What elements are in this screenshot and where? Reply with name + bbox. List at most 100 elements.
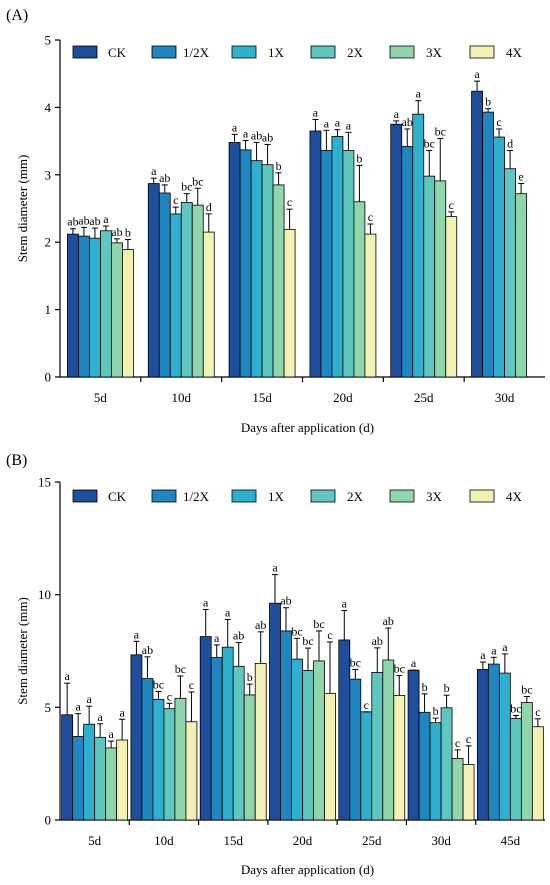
chart-b-significance-label: ab xyxy=(383,614,394,628)
chart-b-significance-label: a xyxy=(480,648,486,662)
chart-b-bar-1x-15d xyxy=(221,646,234,821)
chart-a-bar-1-2x-10d xyxy=(158,192,171,378)
chart-b-significance-label: a xyxy=(108,727,114,741)
chart-b-y-axis-title: Stem diameter (mm) xyxy=(15,597,30,705)
chart-a-significance-label: bc xyxy=(424,137,435,151)
chart-a-bar-1x-15d xyxy=(250,160,263,378)
chart-b-bar-ck-20d xyxy=(269,602,281,821)
chart-b-legend-swatch xyxy=(151,489,177,503)
chart-b-significance-label: bc xyxy=(350,655,361,669)
chart-a-significance-label: a xyxy=(346,118,352,132)
chart-b-bar-4x-10d xyxy=(185,721,198,821)
chart-b-bar-ck-15d xyxy=(199,636,212,821)
chart-a-legend-swatch xyxy=(310,45,336,59)
chart-a-significance-label: a xyxy=(335,116,341,130)
chart-a-bar-1-2x-15d xyxy=(239,149,252,378)
chart-a-legend: CK 1/2X 1X 2X 3X 4X xyxy=(72,45,523,60)
chart-a-significance-label: a xyxy=(394,107,400,121)
chart-a-bar-1x-25d xyxy=(412,113,425,378)
chart-a-significance-label: a xyxy=(324,116,330,130)
chart-b-bar-ck-45d xyxy=(476,669,489,821)
chart-b-bar-ck-30d xyxy=(407,669,420,821)
chart-b-significance-label: a xyxy=(86,692,92,706)
chart-b-bar-1x-30d xyxy=(429,722,442,821)
chart-a-significance-label: a xyxy=(474,67,480,81)
chart-b-bar-1-2x-10d xyxy=(141,678,154,821)
chart-a-x-tick-label: 30d xyxy=(495,390,515,405)
chart-a-bar-2x-15d xyxy=(261,164,274,378)
chart-a-significance-label: ab xyxy=(89,214,100,228)
chart-b-legend-label: 3X xyxy=(426,489,443,504)
chart-a-significance-label: e xyxy=(518,170,523,184)
chart-b-significance-label: a xyxy=(272,561,278,575)
chart-b-bar-1x-20d xyxy=(291,658,303,821)
chart-a-significance-label: ab xyxy=(262,130,273,144)
chart-a: (A) 0 1 2 3 4 5 Stem diameter (mm) Days after ap… xyxy=(6,7,545,435)
chart-a-x-tick-label: 5d xyxy=(94,390,108,405)
chart-a-significance-label: bc xyxy=(192,174,203,188)
chart-a-bar-3x-15d xyxy=(272,184,285,378)
chart-b-significance-label: b xyxy=(247,670,253,684)
chart-b-bar-2x-15d xyxy=(232,665,245,821)
chart-a-x-tick-label: 15d xyxy=(252,390,272,405)
chart-b-bar-3x-30d xyxy=(451,758,464,821)
chart-b-significance-label: bc xyxy=(302,634,313,648)
chart-a-significance-label: ab xyxy=(159,171,170,185)
chart-a-bar-2x-30d xyxy=(504,168,516,378)
chart-b-significance-label: a xyxy=(75,700,81,714)
chart-b-x-tick-label: 10d xyxy=(154,833,174,848)
chart-a-y-tick-label: 0 xyxy=(45,370,52,385)
chart-b-significance-label: c xyxy=(327,628,332,642)
chart-a-bar-4x-20d xyxy=(364,233,377,378)
chart-a-bar-1x-20d xyxy=(331,135,344,378)
chart-a-significance-label: bc xyxy=(181,180,192,194)
chart-b-x-tick-label: 5d xyxy=(88,833,102,848)
chart-b-significance-label: c xyxy=(167,689,172,703)
chart-b-significance-label: a xyxy=(342,596,348,610)
chart-b-y-tick-label: 5 xyxy=(45,700,52,715)
chart-b-bar-4x-30d xyxy=(462,764,475,821)
chart-b-significance-label: ab xyxy=(372,634,383,648)
chart-b-bar-1-2x-20d xyxy=(280,630,292,821)
chart-a-bar-ck-20d xyxy=(309,130,322,378)
chart-a-legend-label: 3X xyxy=(426,45,443,60)
chart-b-x-tick-label: 20d xyxy=(293,833,313,848)
chart-b-legend-label: 1/2X xyxy=(183,489,210,504)
chart-b-significance-label: a xyxy=(203,596,209,610)
chart-b-significance-label: b xyxy=(433,704,439,718)
chart-b-significance-label: a xyxy=(97,710,103,724)
chart-b-bar-3x-15d xyxy=(243,694,256,821)
chart-a-significance-label: d xyxy=(206,200,212,214)
chart-b-x-tick-label: 45d xyxy=(501,833,521,848)
chart-b-y-tick-label: 15 xyxy=(38,475,51,490)
chart-b-bar-4x-25d xyxy=(393,694,406,821)
chart-b-y-tick-label: 0 xyxy=(45,813,52,828)
chart-b-x-tick-label: 30d xyxy=(431,833,451,848)
chart-b-significance-label: ab xyxy=(280,594,291,608)
chart-b-legend-swatch xyxy=(389,489,415,503)
chart-a-significance-label: c xyxy=(496,115,501,129)
chart-b-bar-2x-20d xyxy=(302,669,314,821)
chart-b-legend-label: 2X xyxy=(347,489,364,504)
chart-a-bar-ck-30d xyxy=(471,90,483,378)
chart-b-bar-3x-20d xyxy=(313,660,325,821)
chart-a-significance-label: c xyxy=(173,193,178,207)
chart-b-bar-3x-45d xyxy=(520,702,533,821)
chart-a-legend-label: 4X xyxy=(506,45,523,60)
chart-a-y-tick-label: 1 xyxy=(45,302,52,317)
chart-a-bar-1x-5d xyxy=(89,237,101,378)
chart-b-bar-3x-10d xyxy=(174,697,187,821)
chart-b-significance-label: a xyxy=(502,640,508,654)
chart-b-significance-label: bc xyxy=(313,617,324,631)
chart-b-legend-swatch xyxy=(72,489,98,503)
chart-b-significance-label: bc xyxy=(153,678,164,692)
chart-b-significance-label: a xyxy=(134,627,140,641)
chart-a-legend-label: 1/2X xyxy=(183,45,210,60)
chart-a-bar-1x-10d xyxy=(169,213,182,378)
chart-a-bar-4x-10d xyxy=(202,231,215,378)
chart-a-significance-label: ab xyxy=(402,115,413,129)
chart-b-significance-label: bc xyxy=(521,683,532,697)
chart-b-legend-swatch xyxy=(469,489,495,503)
chart-b-legend-label: 1X xyxy=(268,489,285,504)
chart-b-bar-ck-10d xyxy=(130,654,143,821)
